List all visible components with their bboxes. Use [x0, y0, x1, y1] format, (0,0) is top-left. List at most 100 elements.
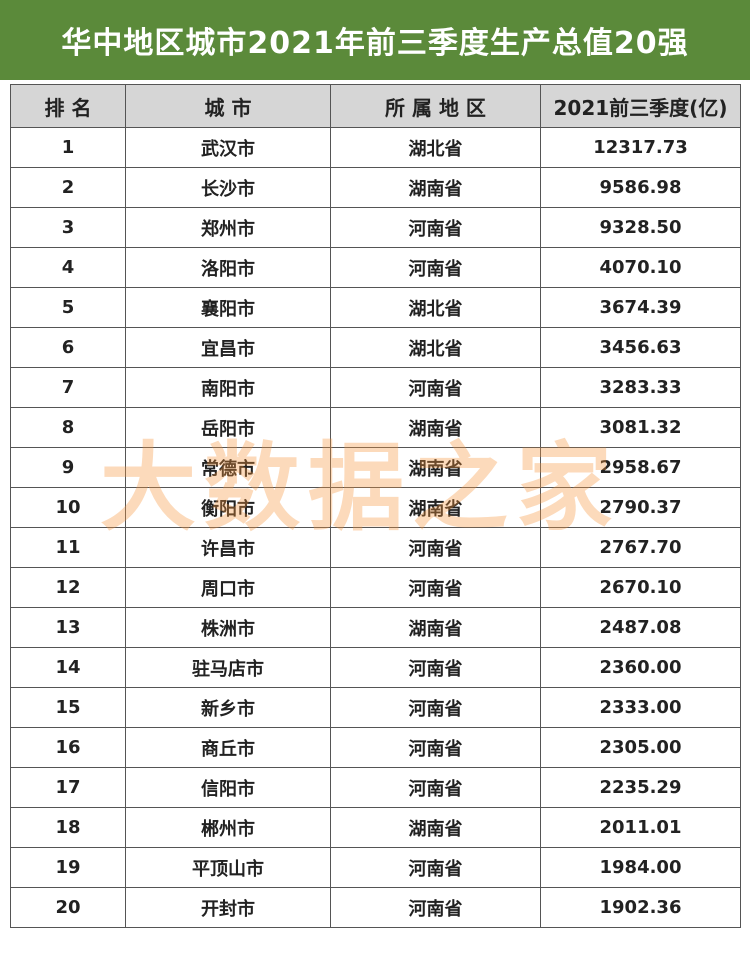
table-cell: 8 [10, 407, 126, 448]
table-cell: 4 [10, 247, 126, 288]
table-row: 8 岳阳市 湖南省 3081.32 [10, 407, 741, 448]
table-row: 16 商丘市 河南省 2305.00 [10, 727, 741, 768]
table-cell: 3283.33 [540, 367, 741, 408]
table-cell: 9 [10, 447, 126, 488]
table-cell: 河南省 [330, 687, 541, 728]
table-cell: 11 [10, 527, 126, 568]
table-cell: 1 [10, 127, 126, 168]
table-row: 2 长沙市 湖南省 9586.98 [10, 167, 741, 208]
table-row: 7 南阳市 河南省 3283.33 [10, 367, 741, 408]
table-cell: 河南省 [330, 767, 541, 808]
table-cell: 湖南省 [330, 167, 541, 208]
column-header: 排 名 [10, 84, 126, 128]
table-cell: 2767.70 [540, 527, 741, 568]
table-cell: 7 [10, 367, 126, 408]
table-cell: 2790.37 [540, 487, 741, 528]
table-cell: 襄阳市 [125, 287, 331, 328]
column-header: 所 属 地 区 [330, 84, 541, 128]
table-cell: 18 [10, 807, 126, 848]
table-cell: 20 [10, 887, 126, 928]
table-cell: 14 [10, 647, 126, 688]
table-cell: 2011.01 [540, 807, 741, 848]
table-cell: 4070.10 [540, 247, 741, 288]
table-cell: 湖南省 [330, 487, 541, 528]
table-cell: 2487.08 [540, 607, 741, 648]
table-row: 18 郴州市 湖南省 2011.01 [10, 807, 741, 848]
table-row: 4 洛阳市 河南省 4070.10 [10, 247, 741, 288]
table-cell: 湖北省 [330, 327, 541, 368]
table-cell: 宜昌市 [125, 327, 331, 368]
table-cell: 1984.00 [540, 847, 741, 888]
table-cell: 洛阳市 [125, 247, 331, 288]
table-cell: 9328.50 [540, 207, 741, 248]
table-cell: 河南省 [330, 887, 541, 928]
column-header: 2021前三季度(亿) [540, 84, 741, 128]
table-cell: 16 [10, 727, 126, 768]
table-cell: 2360.00 [540, 647, 741, 688]
table-row: 1 武汉市 湖北省 12317.73 [10, 127, 741, 168]
table-row: 9 常德市 湖南省 2958.67 [10, 447, 741, 488]
table-cell: 南阳市 [125, 367, 331, 408]
table-cell: 17 [10, 767, 126, 808]
table-row: 17 信阳市 河南省 2235.29 [10, 767, 741, 808]
table-cell: 河南省 [330, 647, 541, 688]
table-row: 14 驻马店市 河南省 2360.00 [10, 647, 741, 688]
table-cell: 3081.32 [540, 407, 741, 448]
title-bar: 华中地区城市2021年前三季度生产总值20强 [0, 0, 750, 80]
table-cell: 2305.00 [540, 727, 741, 768]
table-cell: 15 [10, 687, 126, 728]
table-row: 3 郑州市 河南省 9328.50 [10, 207, 741, 248]
table-row: 13 株洲市 湖南省 2487.08 [10, 607, 741, 648]
table-cell: 武汉市 [125, 127, 331, 168]
table-cell: 9586.98 [540, 167, 741, 208]
table-cell: 郴州市 [125, 807, 331, 848]
table-cell: 常德市 [125, 447, 331, 488]
table-cell: 12 [10, 567, 126, 608]
table-cell: 10 [10, 487, 126, 528]
table-cell: 湖南省 [330, 407, 541, 448]
table-cell: 信阳市 [125, 767, 331, 808]
table-cell: 河南省 [330, 727, 541, 768]
table-cell: 平顶山市 [125, 847, 331, 888]
table-cell: 2333.00 [540, 687, 741, 728]
table-cell: 3456.63 [540, 327, 741, 368]
table-row: 11 许昌市 河南省 2767.70 [10, 527, 741, 568]
table-cell: 河南省 [330, 567, 541, 608]
table-cell: 岳阳市 [125, 407, 331, 448]
table-cell: 湖南省 [330, 807, 541, 848]
table-cell: 驻马店市 [125, 647, 331, 688]
table-row: 5 襄阳市 湖北省 3674.39 [10, 287, 741, 328]
table-cell: 湖北省 [330, 287, 541, 328]
table-cell: 5 [10, 287, 126, 328]
table-cell: 6 [10, 327, 126, 368]
table-cell: 河南省 [330, 207, 541, 248]
table-body: 1 武汉市 湖北省 12317.73 2 长沙市 湖南省 9586.98 3 郑州市 河南省 9328… [10, 127, 741, 928]
table-cell: 19 [10, 847, 126, 888]
table-cell: 河南省 [330, 527, 541, 568]
table-cell: 湖南省 [330, 607, 541, 648]
table-row: 10 衡阳市 湖南省 2790.37 [10, 487, 741, 528]
table-cell: 郑州市 [125, 207, 331, 248]
column-header: 城 市 [125, 84, 331, 128]
table-cell: 衡阳市 [125, 487, 331, 528]
table-cell: 2235.29 [540, 767, 741, 808]
table-row: 6 宜昌市 湖北省 3456.63 [10, 327, 741, 368]
table-cell: 12317.73 [540, 127, 741, 168]
table-cell: 1902.36 [540, 887, 741, 928]
table-row: 20 开封市 河南省 1902.36 [10, 887, 741, 928]
table-cell: 株洲市 [125, 607, 331, 648]
table-cell: 2670.10 [540, 567, 741, 608]
table-cell: 3674.39 [540, 287, 741, 328]
table-cell: 商丘市 [125, 727, 331, 768]
table-cell: 开封市 [125, 887, 331, 928]
table-cell: 许昌市 [125, 527, 331, 568]
ranking-table: 排 名城 市所 属 地 区 2021前三季度(亿) 1 武汉市 湖北省 12317.73… [10, 84, 741, 928]
table-cell: 新乡市 [125, 687, 331, 728]
table-cell: 2958.67 [540, 447, 741, 488]
table-cell: 长沙市 [125, 167, 331, 208]
table-cell: 河南省 [330, 367, 541, 408]
table-row: 15 新乡市 河南省 2333.00 [10, 687, 741, 728]
table-row: 12 周口市 河南省 2670.10 [10, 567, 741, 608]
table-row: 19 平顶山市 河南省 1984.00 [10, 847, 741, 888]
